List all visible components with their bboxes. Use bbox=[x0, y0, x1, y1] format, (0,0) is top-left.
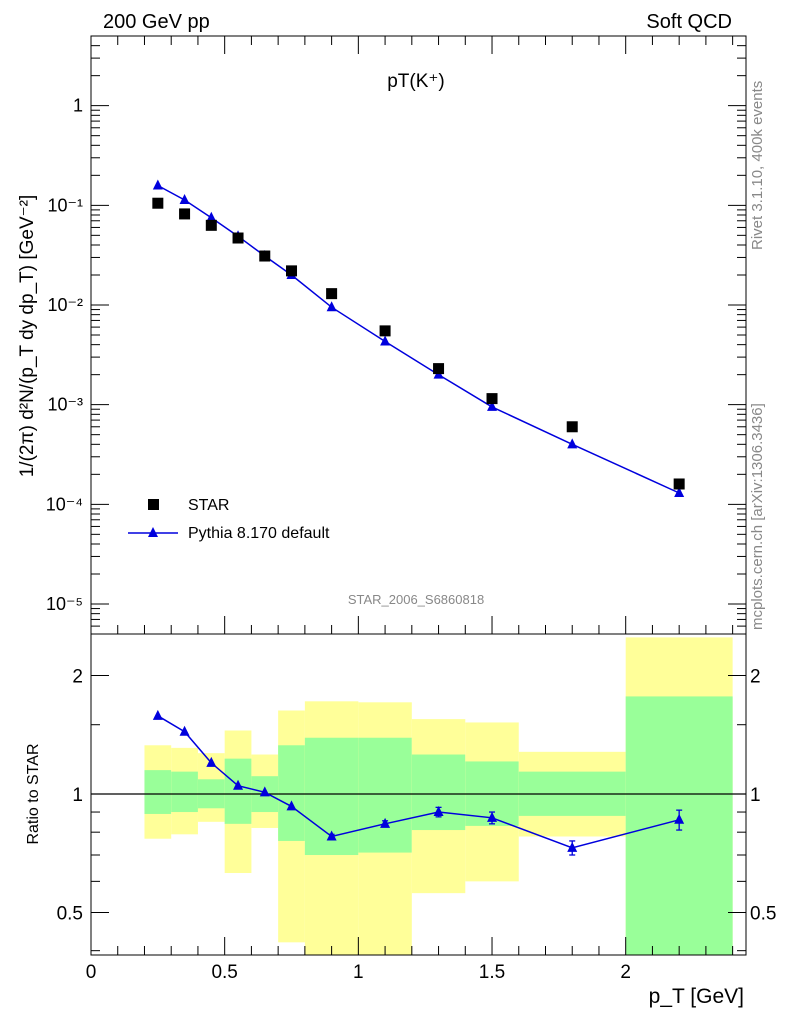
pythia-point bbox=[206, 211, 217, 222]
pythia-point bbox=[152, 179, 163, 190]
ratio-point bbox=[286, 800, 297, 811]
x-tick-label: 1.5 bbox=[479, 962, 505, 983]
header-left: 200 GeV pp bbox=[103, 11, 210, 33]
main-y-tick-label: 10⁻³ bbox=[47, 395, 83, 415]
ratio-point bbox=[179, 725, 190, 736]
ratio-point bbox=[380, 817, 391, 828]
ratio-line bbox=[157, 715, 680, 849]
main-y-ticks: 10⁻⁵ 10⁻⁴ 10⁻³ 10⁻² 10⁻¹ 1 bbox=[46, 35, 746, 635]
legend-pythia-marker bbox=[148, 527, 158, 537]
analysis-id: STAR_2006_S6860818 bbox=[348, 592, 484, 607]
x-ticks: 0 0.5 1 1.5 2 bbox=[86, 36, 734, 983]
star-point bbox=[326, 288, 338, 300]
mcplots-label: mcplots.cern.ch [arXiv:1306.3436] bbox=[749, 403, 766, 630]
legend-pythia-label: Pythia 8.170 default bbox=[188, 525, 330, 542]
legend: STAR Pythia 8.170 default bbox=[128, 497, 330, 542]
ratio-band-inner bbox=[171, 771, 198, 813]
ratio-series bbox=[152, 709, 685, 856]
pythia-point bbox=[179, 194, 190, 205]
main-y-tick-label: 10⁻² bbox=[47, 295, 83, 315]
ratio-y-axis-label: Ratio to STAR bbox=[25, 743, 42, 844]
ratio-point bbox=[567, 841, 578, 852]
ratio-point bbox=[206, 756, 217, 767]
ratio-point bbox=[259, 786, 270, 797]
pythia-point bbox=[674, 486, 685, 497]
main-frame bbox=[90, 35, 747, 635]
pythia-point bbox=[326, 301, 337, 312]
ratio-point bbox=[674, 813, 685, 824]
ratio-point bbox=[233, 779, 244, 790]
star-point bbox=[232, 232, 244, 244]
star-point bbox=[205, 219, 217, 231]
star-point bbox=[486, 393, 498, 405]
rivet-label: Rivet 3.1.10, 400k events bbox=[749, 81, 766, 250]
pythia-point bbox=[487, 400, 498, 411]
ratio-point bbox=[433, 806, 444, 817]
star-point bbox=[286, 265, 298, 277]
ratio-bands bbox=[144, 637, 733, 955]
ratio-y-tick-label-right: 0.5 bbox=[750, 904, 776, 925]
legend-star-label: STAR bbox=[188, 497, 229, 514]
ratio-point bbox=[487, 811, 498, 822]
x-tick-label: 2 bbox=[620, 962, 631, 983]
star-point bbox=[673, 478, 685, 490]
legend-star-marker bbox=[148, 499, 159, 510]
main-title: pT(K⁺) bbox=[387, 71, 445, 92]
main-series bbox=[152, 179, 685, 497]
star-point bbox=[566, 421, 578, 433]
pythia-point bbox=[567, 438, 578, 449]
main-y-tick-label: 10⁻⁴ bbox=[46, 494, 83, 514]
main-y-axis-label: 1/(2π) d²N/(p_T dy dp_T) [GeV⁻²] bbox=[17, 195, 38, 478]
ratio-band-inner bbox=[411, 754, 466, 831]
ratio-y-tick-label-right: 2 bbox=[750, 667, 761, 688]
star-point bbox=[259, 250, 271, 262]
ratio-band-inner bbox=[278, 745, 305, 841]
x-tick-label: 0 bbox=[86, 962, 97, 983]
ratio-band-inner bbox=[358, 737, 412, 853]
ratio-y-tick-label: 1 bbox=[72, 785, 83, 806]
star-point bbox=[379, 325, 391, 337]
ratio-y-tick-label: 2 bbox=[72, 667, 83, 688]
main-y-tick-label: 10⁻¹ bbox=[47, 195, 83, 215]
pythia-point bbox=[380, 335, 391, 346]
x-axis-label: p_T [GeV] bbox=[649, 985, 744, 1008]
main-y-tick-label: 10⁻⁵ bbox=[46, 594, 83, 614]
star-point bbox=[433, 363, 445, 375]
ratio-band-inner bbox=[144, 770, 172, 814]
x-tick-label: 1 bbox=[353, 962, 364, 983]
ratio-y-tick-label: 0.5 bbox=[57, 904, 83, 925]
ratio-y-tick-label-right: 1 bbox=[750, 785, 761, 806]
ratio-point bbox=[326, 830, 337, 841]
star-point bbox=[179, 208, 191, 220]
main-y-tick-label: 1 bbox=[73, 96, 83, 116]
main-panel bbox=[90, 35, 747, 635]
ratio-band-inner bbox=[224, 758, 252, 824]
ratio-y-ticks: 0.5 0.5 1 1 2 2 bbox=[57, 667, 776, 952]
pythia-line bbox=[157, 184, 680, 494]
header-right: Soft QCD bbox=[646, 11, 732, 33]
ratio-point bbox=[152, 709, 163, 720]
x-tick-label: 0.5 bbox=[211, 962, 237, 983]
star-point bbox=[152, 197, 164, 209]
